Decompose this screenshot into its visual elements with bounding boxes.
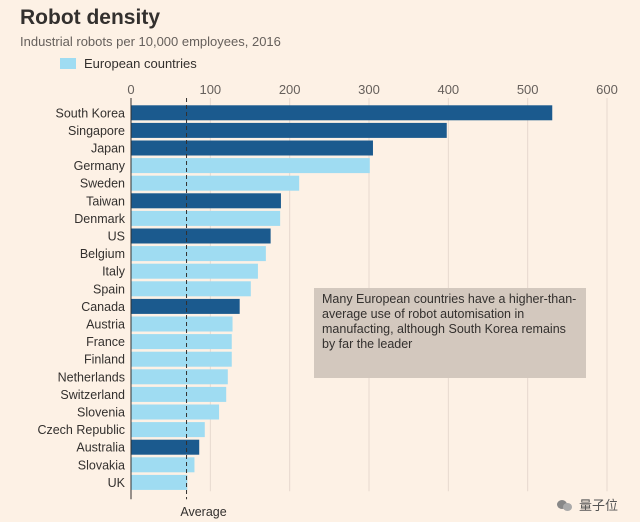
bar (131, 439, 200, 455)
bar (131, 281, 251, 297)
bar (131, 105, 553, 121)
bar (131, 422, 205, 438)
category-label: France (86, 335, 125, 349)
category-label: South Korea (56, 106, 126, 120)
average-label: Average (180, 505, 226, 519)
category-label: Finland (84, 353, 125, 367)
x-tick-label: 300 (358, 82, 380, 97)
legend: European countries (60, 56, 197, 71)
x-tick-label: 500 (517, 82, 539, 97)
category-label: Germany (74, 159, 126, 173)
bar (131, 175, 300, 191)
category-label: Italy (102, 265, 126, 279)
bar (131, 263, 258, 279)
category-label: Czech Republic (37, 423, 125, 437)
bar (131, 386, 227, 402)
bar (131, 122, 447, 138)
watermark: 量子位 (556, 495, 618, 514)
bar (131, 457, 195, 473)
bar (131, 351, 232, 367)
x-tick-label: 200 (279, 82, 301, 97)
bar (131, 228, 271, 244)
bar (131, 246, 266, 262)
chart-subtitle: Industrial robots per 10,000 employees, … (20, 34, 281, 49)
x-tick-label: 400 (437, 82, 459, 97)
annotation-box: Many European countries have a higher-th… (314, 288, 586, 378)
category-label: Canada (81, 300, 125, 314)
bar (131, 369, 228, 385)
bar (131, 474, 188, 490)
category-label: Taiwan (86, 194, 125, 208)
category-label: Spain (93, 282, 125, 296)
category-label: Australia (76, 441, 125, 455)
category-label: Austria (86, 318, 125, 332)
category-label: Slovenia (77, 406, 125, 420)
category-label: Belgium (80, 247, 125, 261)
category-label: UK (108, 476, 126, 490)
bar (131, 316, 233, 332)
x-tick-label: 600 (596, 82, 618, 97)
bar (131, 140, 373, 156)
legend-label: European countries (84, 56, 197, 71)
category-label: US (108, 230, 125, 244)
bar (131, 298, 240, 314)
x-tick-label: 0 (127, 82, 134, 97)
category-label: Slovakia (78, 458, 125, 472)
chart-title: Robot density (20, 6, 160, 29)
legend-swatch (60, 58, 76, 69)
bar (131, 193, 281, 209)
category-label: Sweden (80, 177, 125, 191)
bar (131, 210, 281, 226)
watermark-text: 量子位 (578, 498, 618, 513)
bar (131, 158, 370, 174)
category-label: Japan (91, 142, 125, 156)
category-label: Netherlands (58, 370, 125, 384)
category-label: Singapore (68, 124, 125, 138)
bar (131, 334, 232, 350)
category-label: Switzerland (60, 388, 125, 402)
x-tick-label: 100 (199, 82, 221, 97)
bar (131, 404, 220, 420)
wechat-icon (556, 498, 573, 512)
category-label: Denmark (74, 212, 125, 226)
